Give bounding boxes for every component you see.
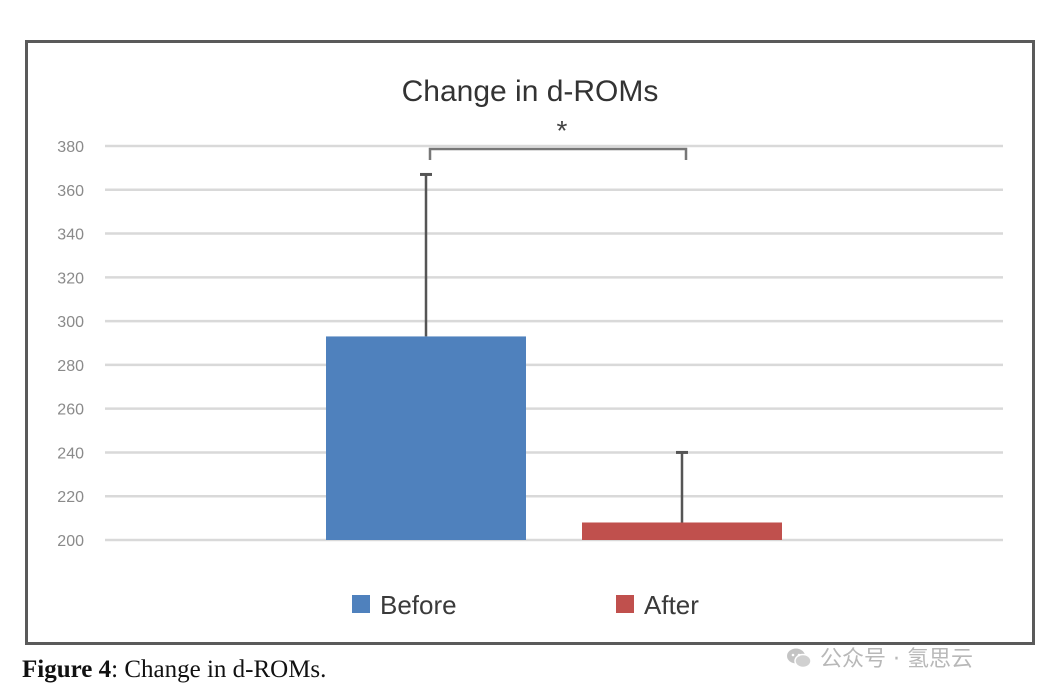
legend-label-after: After xyxy=(644,590,699,620)
y-tick-label: 360 xyxy=(57,183,84,200)
y-tick-label: 340 xyxy=(57,227,84,244)
chart-title: Change in d-ROMs xyxy=(402,75,659,108)
legend-swatch-after xyxy=(616,595,634,613)
y-tick-label: 380 xyxy=(57,139,84,156)
error-bars xyxy=(420,172,688,523)
y-tick-label: 260 xyxy=(57,402,84,419)
legend: Before After xyxy=(352,590,699,620)
y-tick-label: 300 xyxy=(57,314,84,331)
y-tick-label: 280 xyxy=(57,358,84,375)
y-tick-label: 220 xyxy=(57,489,84,506)
significance-bracket: * xyxy=(428,115,688,160)
wechat-icon xyxy=(787,648,812,669)
y-tick-label: 240 xyxy=(57,445,84,462)
figure-caption: Figure 4: Change in d-ROMs. xyxy=(22,656,326,684)
watermark: 公众号 · 氢思云 xyxy=(786,641,973,673)
bar-before xyxy=(326,336,526,540)
bracket-line xyxy=(428,147,688,160)
significance-asterisk: * xyxy=(557,115,568,146)
chart-frame xyxy=(25,40,1035,645)
watermark-text: 公众号 · 氢思云 xyxy=(820,647,973,672)
figure-label: Figure 4 xyxy=(22,656,112,683)
legend-label-before: Before xyxy=(380,590,457,620)
y-axis-ticks: 380 360 340 320 300 280 260 240 220 200 xyxy=(57,139,84,550)
bars xyxy=(326,336,782,540)
legend-swatch-before xyxy=(352,595,370,613)
y-tick-label: 200 xyxy=(57,533,84,550)
figure-caption-text: : Change in d-ROMs. xyxy=(111,656,327,683)
bar-after xyxy=(582,522,782,540)
gridlines xyxy=(105,144,1003,542)
y-tick-label: 320 xyxy=(57,270,84,287)
